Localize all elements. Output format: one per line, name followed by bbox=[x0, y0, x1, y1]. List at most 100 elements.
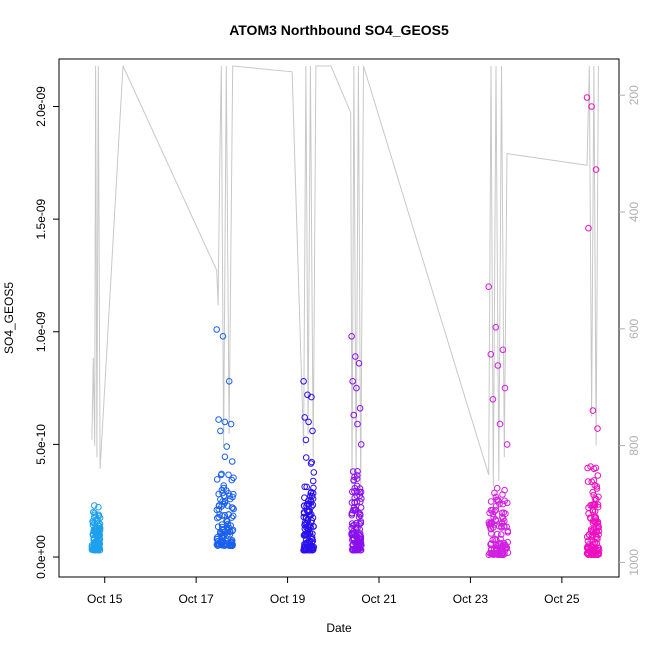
data-point bbox=[585, 224, 592, 232]
points-layer bbox=[88, 94, 603, 559]
pressure-series-line bbox=[91, 65, 599, 493]
data-point bbox=[95, 537, 103, 544]
data-point bbox=[227, 541, 235, 549]
data-point bbox=[590, 518, 598, 525]
data-point bbox=[485, 283, 493, 291]
data-point bbox=[221, 418, 229, 426]
data-point bbox=[587, 527, 595, 535]
y2-tick-label: 800 bbox=[627, 435, 641, 455]
data-point bbox=[348, 333, 355, 340]
data-point bbox=[95, 541, 102, 548]
data-point bbox=[227, 420, 235, 428]
data-point bbox=[228, 476, 236, 484]
data-point bbox=[592, 528, 599, 536]
data-point bbox=[350, 411, 358, 419]
data-point bbox=[594, 518, 602, 526]
data-point bbox=[589, 488, 597, 496]
data-point bbox=[215, 513, 223, 521]
secondary-y-axis: 200 400 600 800 1000 bbox=[619, 85, 641, 576]
data-point bbox=[492, 502, 500, 510]
data-point bbox=[588, 536, 596, 544]
data-point bbox=[310, 469, 318, 476]
data-point bbox=[583, 550, 591, 557]
data-point bbox=[592, 166, 600, 173]
data-point bbox=[583, 94, 591, 101]
data-point bbox=[351, 488, 358, 495]
data-point bbox=[354, 420, 361, 428]
data-point bbox=[217, 427, 224, 435]
data-point bbox=[502, 510, 509, 518]
data-point bbox=[223, 443, 230, 450]
data-point bbox=[216, 511, 223, 518]
data-point bbox=[490, 549, 497, 557]
data-point bbox=[488, 520, 495, 528]
data-point bbox=[309, 490, 317, 497]
data-point bbox=[223, 517, 230, 525]
y-tick-label: 5.0e-10 bbox=[34, 424, 48, 465]
data-point bbox=[218, 470, 225, 478]
data-point bbox=[308, 393, 315, 401]
data-point bbox=[351, 499, 359, 507]
data-point bbox=[303, 483, 311, 491]
data-point bbox=[219, 498, 226, 505]
data-point bbox=[352, 353, 359, 360]
data-point bbox=[307, 460, 315, 467]
data-point bbox=[220, 501, 228, 508]
data-point bbox=[499, 346, 507, 354]
data-point bbox=[307, 523, 314, 531]
data-point bbox=[585, 510, 592, 517]
data-point bbox=[300, 378, 307, 385]
data-point bbox=[96, 526, 104, 534]
data-point bbox=[215, 416, 222, 423]
data-point bbox=[590, 546, 598, 554]
data-point bbox=[348, 509, 356, 517]
data-point bbox=[502, 541, 509, 549]
y-tick-label: 2.0e-09 bbox=[34, 86, 48, 127]
data-point bbox=[494, 546, 501, 554]
y-axis-label: SO4_GEOS5 bbox=[2, 282, 16, 354]
data-point bbox=[229, 493, 236, 501]
data-point bbox=[491, 535, 499, 543]
data-point bbox=[220, 482, 227, 489]
data-point bbox=[486, 509, 493, 517]
data-point bbox=[219, 527, 227, 534]
data-point bbox=[300, 502, 308, 510]
data-point bbox=[493, 484, 501, 492]
data-point bbox=[224, 531, 231, 539]
data-point bbox=[357, 519, 365, 527]
data-point bbox=[590, 500, 598, 508]
data-point bbox=[349, 507, 357, 514]
y-tick-label: 1.0e-09 bbox=[34, 311, 48, 352]
data-point bbox=[591, 539, 599, 546]
data-point bbox=[585, 541, 593, 548]
data-point bbox=[491, 489, 498, 497]
data-point bbox=[348, 499, 356, 506]
x-tick-label: Oct 17 bbox=[178, 592, 214, 606]
data-point bbox=[488, 530, 495, 537]
data-point bbox=[357, 512, 364, 519]
data-point bbox=[590, 465, 598, 473]
data-point bbox=[225, 471, 232, 479]
data-point bbox=[89, 521, 97, 529]
data-point bbox=[228, 504, 236, 511]
data-point bbox=[356, 405, 364, 412]
data-point bbox=[594, 550, 602, 558]
data-point bbox=[306, 530, 314, 537]
x-tick-label: Oct 19 bbox=[270, 592, 306, 606]
data-point bbox=[499, 500, 507, 508]
data-point bbox=[357, 504, 365, 511]
x-axis: Oct 15 Oct 17 Oct 19 Oct 21 Oct 23 Oct 25 bbox=[87, 577, 580, 606]
data-point bbox=[356, 535, 364, 543]
data-point bbox=[300, 510, 308, 517]
data-point bbox=[350, 528, 357, 535]
data-point bbox=[494, 362, 502, 369]
data-point bbox=[504, 499, 511, 507]
data-point bbox=[218, 534, 226, 542]
data-point bbox=[353, 475, 361, 483]
data-point bbox=[355, 513, 363, 521]
data-point bbox=[358, 495, 365, 502]
data-point bbox=[501, 550, 508, 558]
data-point bbox=[213, 326, 220, 333]
data-point bbox=[308, 534, 316, 541]
